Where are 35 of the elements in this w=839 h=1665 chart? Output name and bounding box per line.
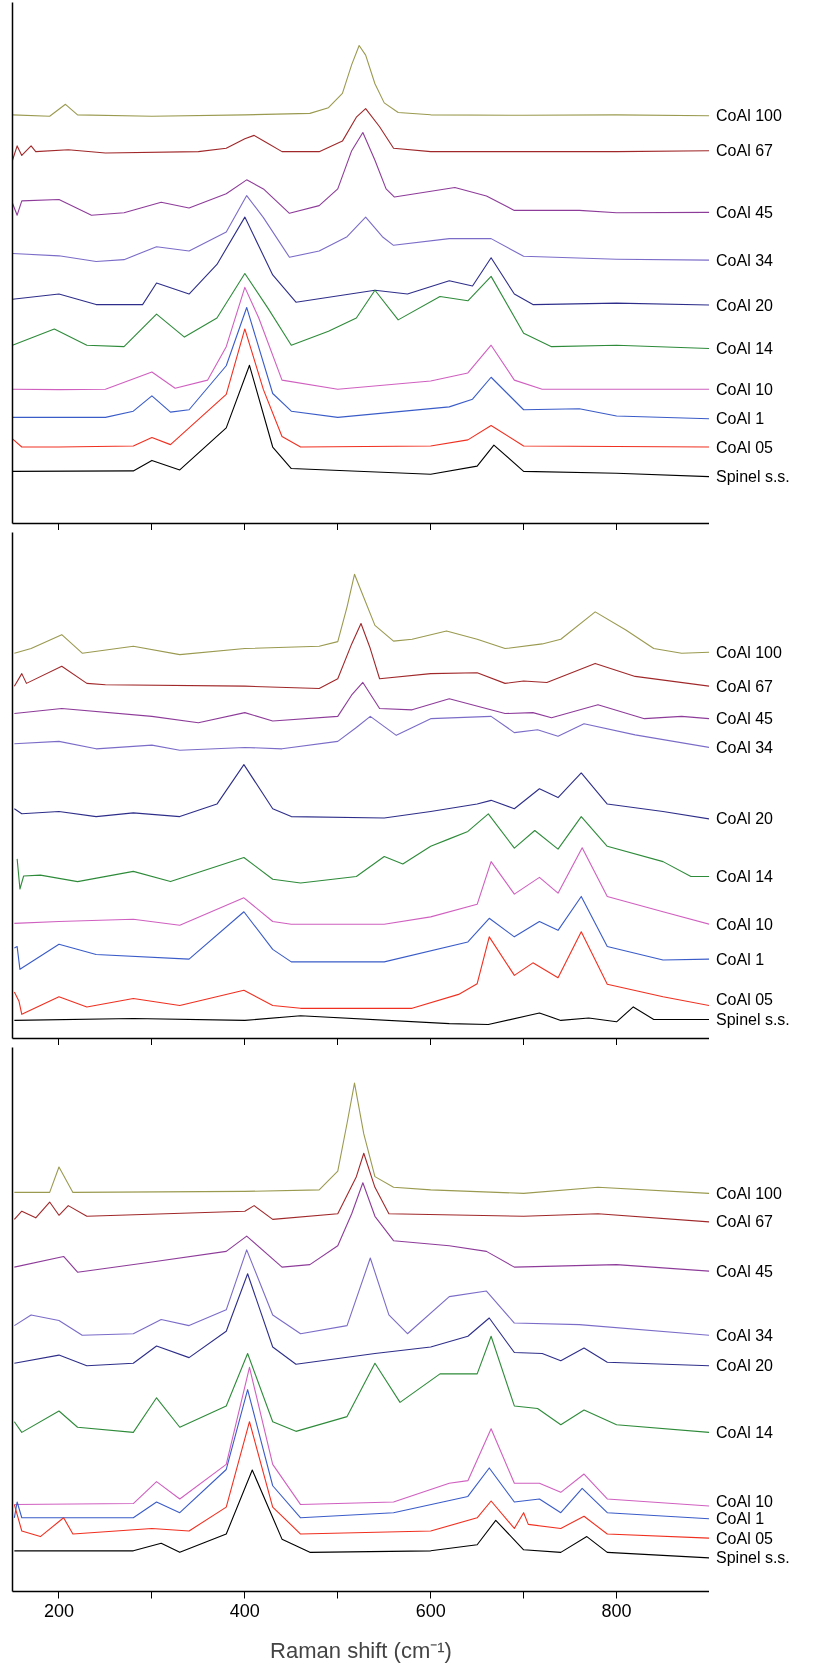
series-label: CoAl 45 [716,203,774,221]
series-label: CoAl 100 [716,643,782,661]
series-label: Spinel s.s. [716,468,790,486]
series-label: CoAl 67 [716,142,774,160]
series-label: CoAl 45 [716,710,774,728]
series-label: Spinel s.s. [716,1549,790,1567]
x-tick-label: 800 [601,1600,632,1621]
series-label: CoAl 14 [716,340,774,358]
series-label: CoAl 1 [716,410,765,428]
series-label: CoAl 45 [716,1262,774,1280]
series-label: CoAl 05 [716,1529,774,1547]
series-label: CoAl 20 [716,296,774,314]
x-tick-label: 400 [229,1600,260,1621]
series-label: CoAl 34 [716,251,774,269]
series-label: CoAl 67 [716,1213,774,1231]
series-label: CoAl 34 [716,738,774,756]
series-label: CoAl 05 [716,438,774,456]
series-label: Spinel s.s. [716,1010,790,1028]
series-label: CoAl 05 [716,991,774,1009]
series-label: CoAl 20 [716,1357,774,1375]
x-axis-title: Raman shift (cm⁻¹) [270,1637,452,1663]
series-label: CoAl 100 [716,1184,782,1202]
series-label: CoAl 14 [716,867,774,885]
series-label: CoAl 20 [716,810,774,828]
series-label: CoAl 100 [716,107,782,125]
series-label: CoAl 1 [716,950,765,968]
series-label: CoAl 34 [716,1326,774,1344]
series-label: CoAl 10 [716,1492,774,1510]
x-tick-label: 200 [43,1600,74,1621]
series-label: CoAl 67 [716,677,774,695]
series-label: CoAl 10 [716,380,774,398]
series-label: CoAl 10 [716,915,774,933]
series-label: CoAl 14 [716,1423,774,1441]
x-tick-label: 600 [415,1600,446,1621]
series-label: CoAl 1 [716,1510,765,1528]
